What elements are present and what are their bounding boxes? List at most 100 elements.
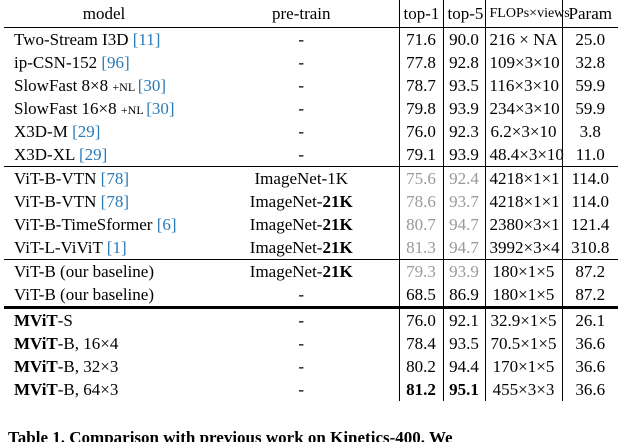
text-part: -S — [57, 310, 73, 330]
model-cell: MViT-B, 32×3 — [4, 355, 204, 378]
top5-cell: 94.4 — [442, 355, 485, 378]
column-header: pre-train — [204, 0, 399, 28]
text-part: +NL — [112, 79, 138, 94]
text-part: 21K — [322, 261, 353, 281]
text-part: -B, 16×4 — [57, 333, 119, 353]
text-part: Two-Stream I3D — [14, 29, 133, 49]
flops-cell: 3992×3×4 — [484, 236, 562, 260]
header-row: model pre-train top-1 top-5 FLOPs×views Param — [4, 0, 618, 28]
top1-cell: 76.0 — [398, 306, 443, 332]
model-cell: ViT-B-VTN [78] — [4, 166, 204, 190]
flops-cell: 6.2×3×10 — [484, 120, 562, 143]
model-cell: MViT-S — [4, 306, 204, 332]
param-cell: 25.0 — [561, 27, 618, 51]
param-cell: 11.0 — [561, 143, 618, 167]
text-part: ImageNet- — [249, 191, 323, 211]
table-row: MViT-S - 76.0 92.1 32.9×1×5 26.1 — [4, 306, 618, 332]
param-cell: 36.6 — [561, 332, 618, 355]
citation: [78] — [100, 168, 129, 188]
text-part: - — [298, 98, 305, 118]
text-part: - — [298, 75, 305, 95]
model-cell: MViT-B, 16×4 — [4, 332, 204, 355]
text-part: ImageNet- — [249, 261, 323, 281]
flops-cell: 4218×1×1 — [484, 190, 562, 213]
text-part: X3D-M — [14, 121, 73, 141]
top5-cell: 92.1 — [442, 306, 485, 332]
model-cell: Two-Stream I3D [11] — [4, 27, 204, 51]
text-part: SlowFast 8×8 — [14, 75, 113, 95]
top1-cell: 79.8 — [398, 97, 443, 120]
citation: [1] — [106, 237, 127, 257]
table-row: ViT-B-VTN [78] ImageNet-21K 78.6 93.7 4218×1… — [4, 190, 618, 213]
text-part: MViT — [14, 310, 58, 330]
top5-cell: 93.9 — [442, 97, 485, 120]
text-part: - — [298, 121, 305, 141]
citation: [30] — [137, 75, 167, 95]
param-cell: 310.8 — [561, 236, 618, 260]
pretrain-cell: ImageNet-1K — [204, 166, 399, 190]
top5-cell: 94.7 — [442, 213, 485, 236]
param-cell: 36.6 — [561, 378, 618, 401]
model-cell: ViT-B (our baseline) — [4, 259, 204, 283]
model-cell: X3D-XL [29] — [4, 143, 204, 167]
text-part: - — [298, 379, 305, 399]
top1-cell: 79.3 — [398, 259, 443, 283]
text-part: -B, 32×3 — [57, 356, 119, 376]
citation: [29] — [72, 121, 101, 141]
table-row: SlowFast 16×8 +NL [30] - 79.8 93.9 234×3×10 5… — [4, 97, 618, 120]
top5-cell: 86.9 — [442, 283, 485, 308]
table-row: SlowFast 8×8 +NL [30] - 78.7 93.5 116×3×10 59… — [4, 74, 618, 97]
model-cell: ViT-B-VTN [78] — [4, 190, 204, 213]
top5-cell: 92.3 — [442, 120, 485, 143]
top5-cell: 90.0 — [442, 27, 485, 51]
flops-cell: 180×1×5 — [484, 283, 562, 308]
flops-cell: 109×3×10 — [484, 51, 562, 74]
citation: [78] — [100, 191, 129, 211]
param-cell: 121.4 — [561, 213, 618, 236]
text-part: -B, 64×3 — [57, 379, 119, 399]
text-part: - — [298, 333, 305, 353]
param-cell: 36.6 — [561, 355, 618, 378]
top5-cell: 92.4 — [442, 166, 485, 190]
caption: Table 1. Comparison with previous work o… — [8, 428, 453, 442]
text-part: ViT-B-VTN — [14, 191, 101, 211]
model-cell: ViT-L-ViViT [1] — [4, 236, 204, 260]
citation: [29] — [79, 144, 108, 164]
text-part: ip-CSN-152 — [14, 52, 102, 72]
table-row: Two-Stream I3D [11] - 71.6 90.0 216 × NA 25.0 — [4, 27, 618, 51]
flops-cell: 170×1×5 — [484, 355, 562, 378]
citation: [30] — [146, 98, 175, 118]
pretrain-cell: - — [204, 51, 399, 74]
text-part: SlowFast 16×8 — [14, 98, 121, 118]
text-part: ImageNet- — [249, 214, 323, 234]
top1-cell: 79.1 — [398, 143, 443, 167]
pretrain-cell: ImageNet-21K — [204, 190, 399, 213]
flops-cell: 70.5×1×5 — [484, 332, 562, 355]
flops-cell: 116×3×10 — [484, 74, 562, 97]
text-part: MViT — [14, 356, 58, 376]
text-part: ViT-L-ViViT — [14, 237, 107, 257]
flops-cell: 2380×3×1 — [484, 213, 562, 236]
text-part: - — [298, 310, 305, 330]
pretrain-cell: ImageNet-21K — [204, 259, 399, 283]
top1-cell: 68.5 — [398, 283, 443, 308]
param-cell: 3.8 — [561, 120, 618, 143]
param-cell: 114.0 — [561, 190, 618, 213]
pretrain-cell: - — [204, 120, 399, 143]
citation: [6] — [156, 214, 177, 234]
text-part: ImageNet-1K — [254, 168, 348, 188]
text-part: ViT-B-VTN — [14, 168, 101, 188]
text-part: MViT — [14, 379, 58, 399]
pretrain-cell: - — [204, 355, 399, 378]
table-row: X3D-XL [29] - 79.1 93.9 48.4×3×10 11.0 — [4, 143, 618, 167]
top1-cell: 76.0 — [398, 120, 443, 143]
param-cell: 26.1 — [561, 306, 618, 332]
pretrain-cell: - — [204, 332, 399, 355]
text-part: 21K — [322, 237, 353, 257]
top1-cell: 78.6 — [398, 190, 443, 213]
text-part: ViT-B (our baseline) — [14, 261, 154, 281]
text-part: - — [298, 144, 305, 164]
text-part: +NL — [120, 102, 147, 117]
top5-cell: 95.1 — [442, 378, 485, 401]
pretrain-cell: ImageNet-21K — [204, 236, 399, 260]
